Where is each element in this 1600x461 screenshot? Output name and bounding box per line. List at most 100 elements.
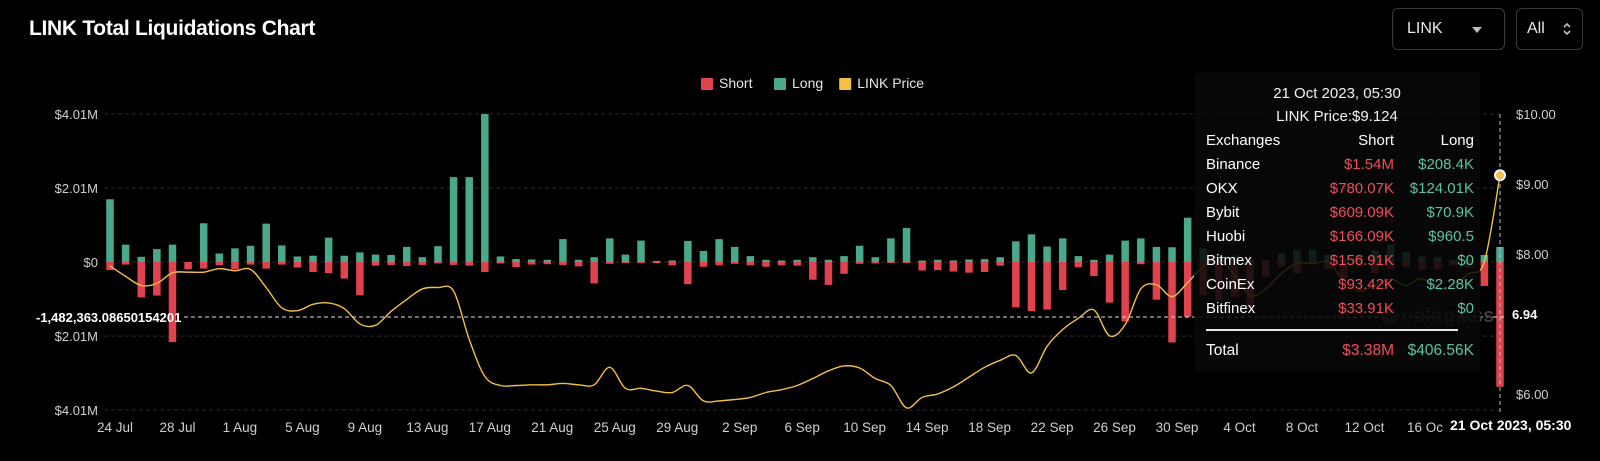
x-tick-label: 28 Jul	[159, 420, 195, 435]
tooltip-header: Exchanges Short Long	[1206, 129, 1474, 153]
long-value: $124.01K	[1409, 180, 1474, 197]
long-bar	[106, 199, 114, 262]
x-tick-label: 17 Aug	[469, 420, 511, 435]
short-bar	[543, 262, 552, 265]
short-bar	[1152, 262, 1161, 300]
long-bar	[309, 255, 317, 262]
x-tick-label: 4 Oct	[1223, 420, 1256, 435]
x-tick-label: 25 Aug	[594, 420, 636, 435]
long-bar	[527, 259, 536, 262]
long-bar	[621, 254, 630, 262]
range-select[interactable]: All	[1516, 8, 1583, 50]
short-bar	[855, 262, 864, 264]
short-bar	[652, 262, 661, 263]
coin-select[interactable]: LINK	[1392, 8, 1505, 50]
tooltip-header-long: Long	[1440, 132, 1474, 149]
long-bar	[777, 260, 786, 262]
tooltip-header-exchanges: Exchanges	[1206, 132, 1281, 149]
y-right-tick-label: $6.00	[1516, 387, 1549, 402]
legend-swatch	[839, 78, 852, 90]
exchange-name: OKX	[1206, 180, 1238, 197]
long-value: $0	[1457, 252, 1474, 269]
chart-legend: Short Long LINK Price	[701, 75, 924, 91]
short-bar	[137, 262, 145, 298]
long-bar	[934, 259, 942, 262]
short-value: $609.09K	[1329, 204, 1394, 221]
long-bar	[1058, 238, 1067, 262]
short-bar	[762, 262, 770, 267]
long-value: $0	[1457, 300, 1474, 317]
short-bar	[715, 262, 723, 266]
sort-arrows-icon	[1563, 22, 1571, 36]
short-bar	[371, 262, 380, 266]
short-bar	[887, 262, 895, 263]
short-bar	[1090, 262, 1098, 277]
long-bar	[949, 260, 958, 262]
long-bar	[1183, 217, 1192, 262]
short-bar	[293, 262, 302, 268]
short-bar	[574, 262, 583, 267]
long-bar	[387, 254, 395, 262]
exchange-name: Bybit	[1206, 204, 1240, 221]
long-bar	[606, 238, 614, 262]
long-bar	[231, 248, 239, 262]
short-bar	[699, 262, 708, 267]
long-bar	[465, 177, 473, 262]
short-bar	[1074, 262, 1083, 268]
y-axis-left: $4.01M $2.01M $0 $2.01M $4.01M	[55, 107, 98, 418]
short-bar	[684, 262, 692, 285]
y-right-tick-label: $8.00	[1516, 247, 1549, 262]
tooltip-row: Binance $1.54M $208.4K	[1206, 153, 1474, 177]
long-bar	[559, 239, 567, 262]
tooltip-price: LINK Price:$9.124	[1276, 108, 1398, 125]
chevron-down-icon	[1472, 27, 1482, 33]
long-bar	[684, 240, 692, 262]
long-bar	[418, 257, 427, 262]
long-bar	[340, 255, 349, 262]
exchange-name: Huobi	[1206, 228, 1246, 245]
short-bar	[387, 262, 395, 265]
tooltip-row: Bitmex $156.91K $0	[1206, 249, 1474, 273]
long-bar	[512, 259, 520, 262]
long-bar	[980, 259, 989, 262]
short-value: $1.54M	[1343, 156, 1394, 173]
long-bar	[1012, 241, 1020, 262]
short-bar	[809, 262, 817, 280]
short-bar	[496, 262, 505, 264]
x-tick-label: 1 Aug	[223, 420, 258, 435]
tooltip-total-row: Total $3.38M $406.56K	[1206, 339, 1474, 363]
x-tick-label: 29 Aug	[656, 420, 698, 435]
x-tick-label: 26 Sep	[1093, 420, 1136, 435]
long-bar	[887, 238, 895, 262]
crosshair-y-right-label: 6.94	[1512, 307, 1538, 322]
short-bar	[1168, 262, 1176, 343]
long-bar	[215, 253, 224, 262]
short-bar	[668, 262, 676, 266]
short-bar	[621, 262, 630, 263]
long-bar	[449, 177, 458, 262]
short-bar	[980, 262, 989, 272]
short-bar	[824, 262, 833, 285]
short-bar	[215, 262, 224, 266]
y-axis-right: $10.00 $9.00 $8.00 $6.00	[1516, 107, 1556, 402]
long-bar	[1152, 246, 1161, 262]
long-bar	[574, 259, 583, 262]
short-bar	[199, 262, 208, 269]
short-bar	[949, 262, 958, 272]
tooltip-row: Bitfinex $33.91K $0	[1206, 297, 1474, 321]
long-bar	[871, 257, 880, 262]
exchange-name: Bitfinex	[1206, 300, 1256, 317]
long-bar	[1090, 259, 1098, 262]
x-tick-label: 24 Jul	[97, 420, 133, 435]
short-bar	[746, 262, 755, 266]
short-bar	[246, 262, 255, 265]
tooltip-time: 21 Oct 2023, 05:30	[1273, 85, 1401, 102]
long-bar	[402, 246, 411, 262]
short-bar	[153, 262, 161, 296]
long-bar	[246, 245, 255, 262]
long-bar	[199, 223, 208, 262]
short-bar	[1058, 262, 1067, 291]
long-value: $70.9K	[1426, 204, 1474, 221]
short-bar	[356, 262, 364, 296]
short-bar	[278, 262, 286, 265]
